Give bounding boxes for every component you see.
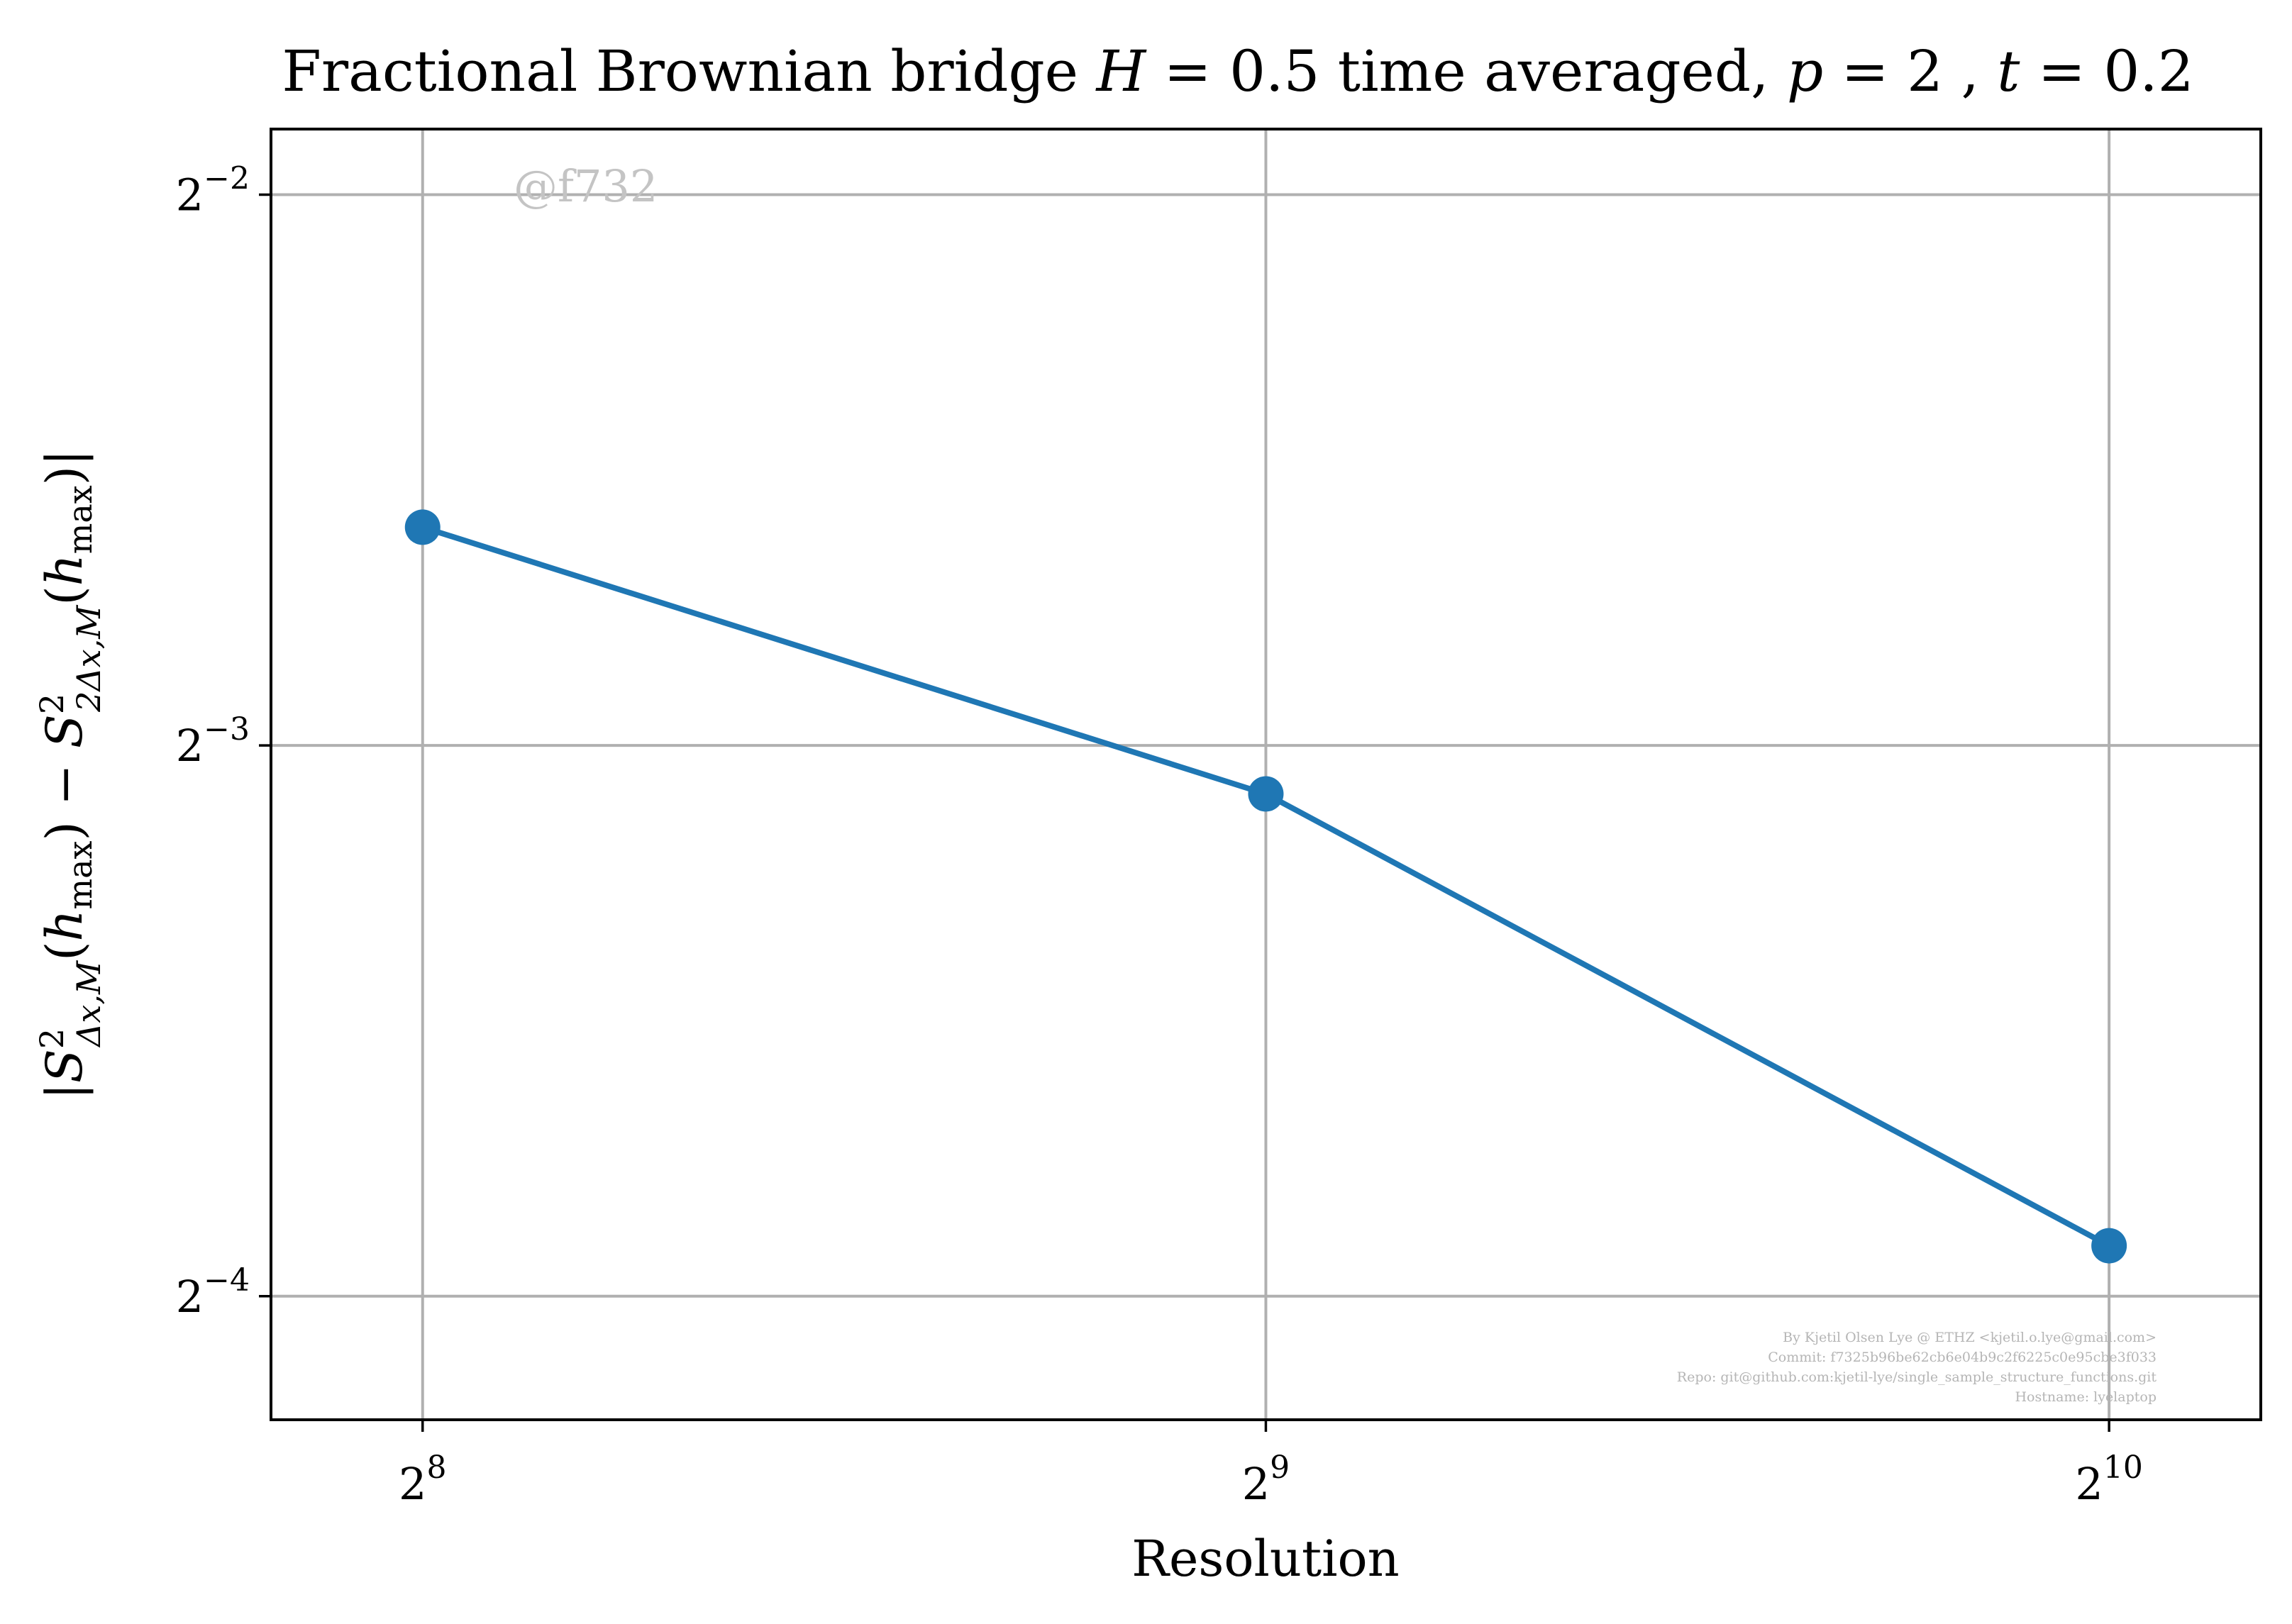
y-tick-label-2: 2−4 — [176, 1262, 250, 1323]
title-t-value: 0.2 — [2103, 38, 2193, 104]
data-point-0-1 — [1248, 776, 1284, 812]
footer-line-commit: Commit: f7325b96be62cb6e04b9c2f6225c0e95… — [1768, 1350, 2157, 1365]
x-tick-label-1: 29 — [1242, 1450, 1290, 1510]
data-series — [404, 509, 2127, 1264]
y-tick-label-0: 2−2 — [176, 160, 250, 221]
x-tick-label-2: 210 — [2075, 1450, 2142, 1510]
title-separator: , — [1961, 38, 1997, 104]
title-t-symbol: t — [1997, 38, 2020, 104]
data-point-0-0 — [404, 509, 441, 545]
title-hurst-value: 0.5 — [1229, 38, 1319, 104]
title-p-value: 2 — [1907, 38, 1943, 104]
title-p-symbol: p — [1787, 38, 1823, 104]
x-axis-label: Resolution — [1131, 1530, 1399, 1588]
title-text: Fractional Brownian bridge — [282, 38, 1078, 104]
chart-title: Fractional Brownian bridge H = 0.5 time … — [282, 38, 2193, 104]
y-axis-label: |S2Δx,M(hmax) − S22Δx,M(hmax)| — [33, 449, 108, 1099]
footer-line-author: By Kjetil Olsen Lye @ ETHZ <kjetil.o.lye… — [1783, 1330, 2157, 1345]
gridlines — [271, 129, 2261, 1420]
title-equals: = — [1164, 38, 1229, 104]
footer-line-hostname: Hostname: lyelaptop — [2015, 1389, 2157, 1405]
footer-line-repo: Repo: git@github.com:kjetil-lye/single_s… — [1677, 1369, 2157, 1385]
title-hurst-symbol: H — [1095, 38, 1147, 104]
footer-notes: By Kjetil Olsen Lye @ ETHZ <kjetil.o.lye… — [1677, 1330, 2157, 1405]
axis-ticks: 28 29 210 2−2 2−3 2−4 — [176, 160, 2143, 1510]
x-tick-label-0: 28 — [399, 1450, 446, 1510]
title-middle: time averaged, — [1338, 38, 1787, 104]
watermark: @f732 — [514, 160, 658, 212]
y-tick-label-1: 2−3 — [176, 711, 250, 772]
data-point-0-2 — [2091, 1228, 2127, 1264]
